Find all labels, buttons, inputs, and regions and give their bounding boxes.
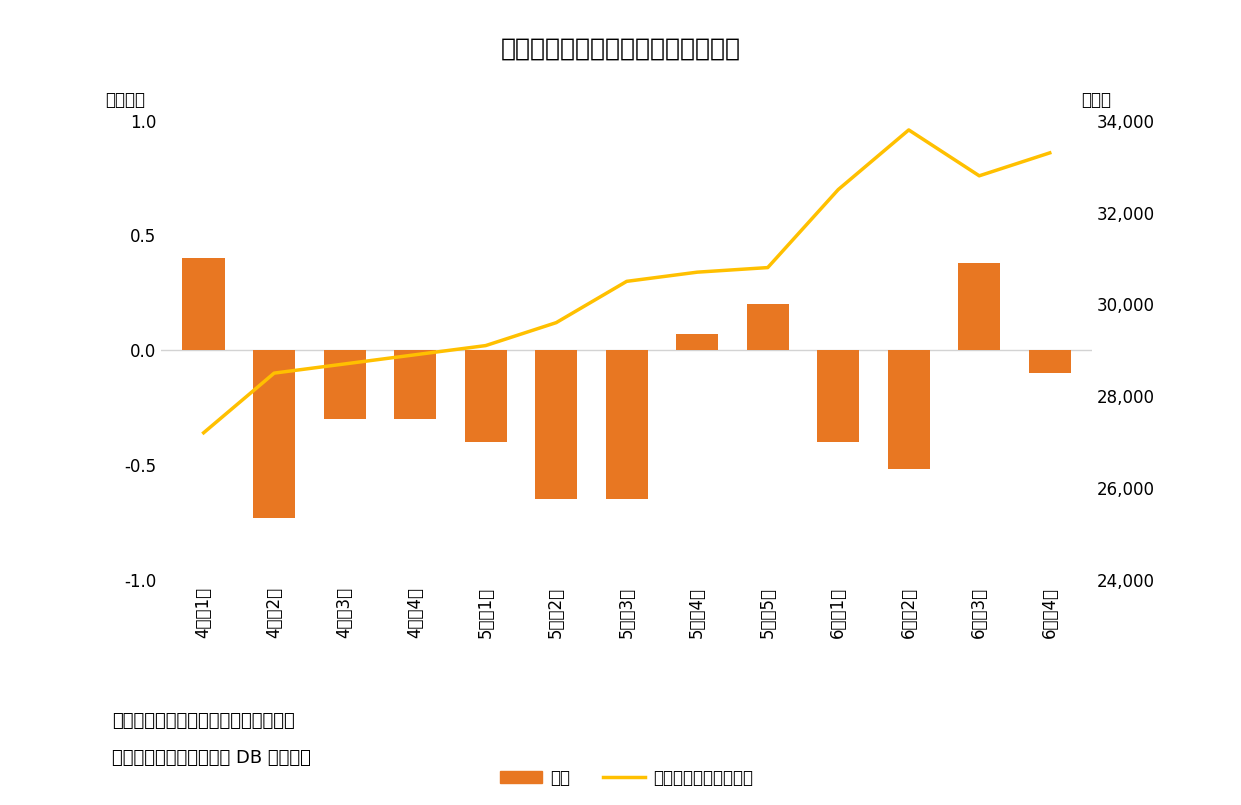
Text: （注）個人の現物と先物の合計、週次: （注）個人の現物と先物の合計、週次 [112, 712, 294, 730]
Bar [747, 304, 789, 350]
Legend: 個人, 日経平均株価〈右軸〉: 個人, 日経平均株価〈右軸〉 [494, 762, 759, 794]
Bar [606, 350, 648, 499]
Bar [324, 350, 366, 419]
Bar [395, 350, 437, 419]
Bar [958, 263, 1000, 350]
Text: 図表３　個人は３カ月連続売り越し: 図表３ 個人は３カ月連続売り越し [500, 36, 741, 60]
Text: 〈円〉: 〈円〉 [1081, 91, 1111, 109]
Bar [253, 350, 295, 518]
Bar [535, 350, 577, 499]
Bar [182, 258, 225, 350]
Text: 〈兆円〉: 〈兆円〉 [105, 91, 145, 109]
Bar [676, 334, 719, 350]
Bar [887, 350, 930, 469]
Bar [464, 350, 506, 442]
Bar [1029, 350, 1071, 374]
Text: （資料）ニッセイ基礎研 DB から作成: （資料）ニッセイ基礎研 DB から作成 [112, 749, 310, 766]
Bar [817, 350, 859, 442]
